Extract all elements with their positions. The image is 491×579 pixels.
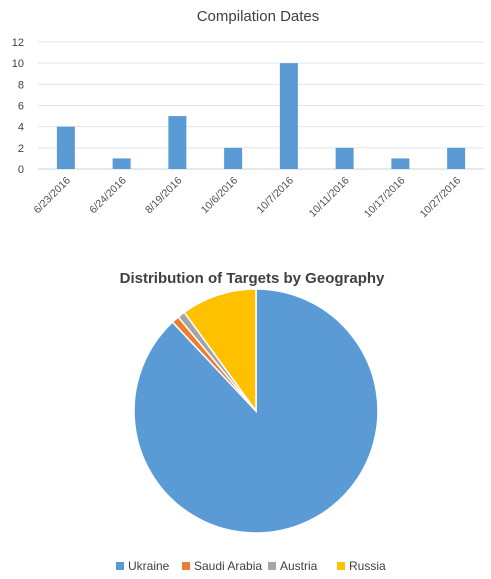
legend-label: Ukraine bbox=[128, 559, 170, 573]
x-tick-label: 10/7/2016 bbox=[254, 175, 296, 217]
x-tick-label: 6/23/2016 bbox=[31, 175, 73, 217]
y-gridlines bbox=[38, 41, 484, 170]
bar bbox=[224, 147, 243, 169]
pie-chart-title: Distribution of Targets by Geography bbox=[120, 270, 385, 287]
x-tick-label: 10/27/2016 bbox=[418, 175, 464, 221]
legend: Ukraine Saudi Arabia Austria Russia bbox=[116, 559, 386, 573]
bar bbox=[391, 158, 410, 169]
legend-label: Russia bbox=[349, 559, 386, 573]
y-tick-label: 0 bbox=[18, 164, 24, 176]
x-tick-label: 8/19/2016 bbox=[143, 175, 185, 217]
legend-swatch bbox=[337, 562, 345, 570]
x-tick-label: 10/6/2016 bbox=[199, 175, 241, 217]
bar bbox=[168, 116, 187, 169]
legend-label: Saudi Arabia bbox=[194, 559, 262, 573]
y-tick-label: 4 bbox=[18, 122, 24, 134]
x-tick-label: 10/11/2016 bbox=[307, 175, 352, 220]
bar bbox=[335, 147, 354, 169]
bar bbox=[279, 63, 298, 169]
bar bbox=[447, 147, 466, 169]
x-tick-label: 6/24/2016 bbox=[87, 175, 129, 217]
bar bbox=[56, 126, 75, 169]
legend-label: Austria bbox=[280, 559, 318, 573]
legend-swatch bbox=[268, 562, 276, 570]
x-tick-label: 10/17/2016 bbox=[362, 175, 408, 221]
pie-chart: Distribution of Targets by Geography Ukr… bbox=[116, 270, 386, 573]
bar-chart-title: Compilation Dates bbox=[197, 8, 320, 25]
x-tick-labels: 6/23/2016 6/24/2016 8/19/2016 10/6/2016 10/7… bbox=[31, 175, 463, 221]
y-tick-label: 10 bbox=[12, 58, 24, 70]
bars bbox=[56, 63, 466, 169]
y-tick-labels: 0 2 4 6 8 10 12 bbox=[12, 37, 24, 176]
legend-swatch bbox=[182, 562, 190, 570]
y-tick-label: 6 bbox=[18, 101, 24, 113]
legend-swatch bbox=[116, 562, 124, 570]
pie-slice bbox=[183, 288, 257, 414]
y-tick-label: 12 bbox=[12, 37, 24, 49]
bar bbox=[112, 158, 131, 169]
y-tick-label: 8 bbox=[18, 79, 24, 91]
pie-slices bbox=[133, 288, 379, 534]
y-tick-label: 2 bbox=[18, 143, 24, 155]
